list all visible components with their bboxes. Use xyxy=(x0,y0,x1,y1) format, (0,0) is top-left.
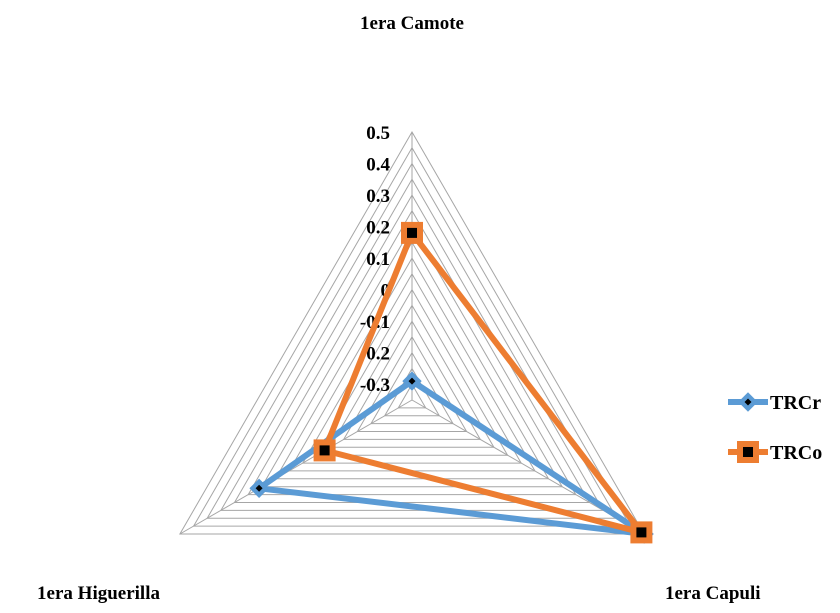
grid-ring-7 xyxy=(274,241,550,480)
legend-marker-core xyxy=(743,447,753,457)
series-line-TRCr xyxy=(256,378,648,537)
data-point-TRCo-2-core xyxy=(319,445,330,456)
axis-spoke-2 xyxy=(179,399,413,535)
series-layer xyxy=(249,221,654,544)
grid-ring-13 xyxy=(356,335,468,432)
category-label: 1era Camote xyxy=(360,13,464,34)
grid-ring-6 xyxy=(260,225,564,488)
series-TRCo xyxy=(313,221,653,544)
grid-ring-16 xyxy=(397,383,427,409)
grid-ring-12 xyxy=(342,320,482,440)
category-label: 1era Capuli xyxy=(665,583,761,604)
grid-ring-0 xyxy=(179,131,645,535)
grid-ring-5 xyxy=(247,209,577,496)
data-point-TRCr-2-core xyxy=(255,484,263,492)
tick-label: 0.5 xyxy=(366,123,390,144)
radar-grid xyxy=(179,131,645,535)
category-label: 1era Higuerilla xyxy=(37,583,160,604)
legend: TRCr TRCo xyxy=(728,392,822,464)
tick-label: -0.3 xyxy=(360,375,390,396)
category-labels: 1era Camote 1era Capuli 1era Higuerilla xyxy=(37,13,760,604)
data-point-TRCo-0-core xyxy=(407,227,417,238)
legend-item-TRCr: TRCr xyxy=(728,392,821,414)
tick-label: 0.1 xyxy=(366,249,390,270)
tick-label: 0 xyxy=(381,281,391,302)
grid-ring-3 xyxy=(220,178,604,511)
tick-label: 0.4 xyxy=(366,155,390,176)
tick-label: 0.3 xyxy=(366,186,390,207)
legend-label: TRCr xyxy=(770,392,821,414)
series-line-TRCo xyxy=(321,229,645,536)
grid-ring-2 xyxy=(206,162,618,519)
tick-label: 0.2 xyxy=(366,218,390,239)
grid-ring-11 xyxy=(329,304,495,448)
legend-item-TRCo: TRCo xyxy=(728,441,822,464)
data-point-TRCr-0-core xyxy=(408,377,416,385)
grid-ring-14 xyxy=(370,351,454,425)
grid-ring-1 xyxy=(192,146,632,527)
data-point-TRCo-1-core xyxy=(636,527,647,538)
legend-marker-core xyxy=(744,398,752,406)
legend-label: TRCo xyxy=(770,442,822,464)
grid-ring-10 xyxy=(315,288,509,456)
